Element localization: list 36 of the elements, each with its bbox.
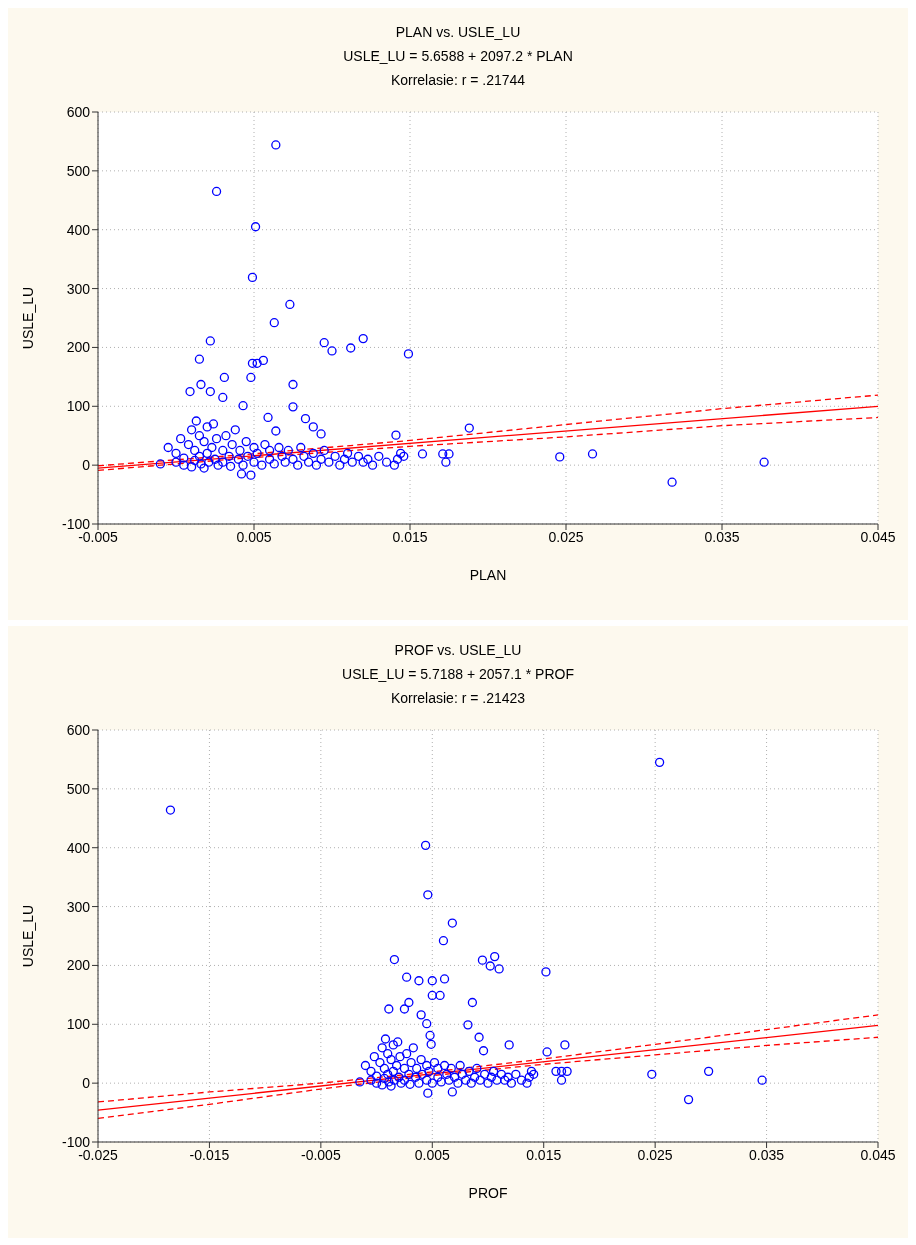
x-tick-label: 0.005 [236,528,272,545]
text: Korrelasie: r = .21423 [389,689,527,708]
x-tick-label: -0.005 [301,1146,341,1163]
chart-subtitle: USLE_LU = 5.6588 + 2097.2 * PLAN [342,47,574,66]
x-axis-title: PLAN [469,567,507,583]
y-tick-label: 600 [66,721,91,738]
y-axis-title: USLE_LU [19,286,36,350]
y-tick-label: 0 [82,1075,91,1092]
x-tick-label: 0.035 [704,528,740,545]
x-tick-label: 0.035 [749,1146,785,1163]
chart-title: PLAN vs. USLE_LU [394,23,522,42]
y-tick-label: 400 [66,221,91,238]
y-tick-label: 500 [66,780,91,797]
x-tick-label: -0.015 [189,1146,230,1163]
y-tick-label: 100 [66,398,91,415]
x-tick-label: 0.015 [392,528,428,545]
y-tick-label: 500 [66,162,91,179]
chart-subtitle: USLE_LU = 5.7188 + 2057.1 * PROF [341,665,575,684]
chart-title: PROF vs. USLE_LU [393,641,523,660]
y-tick-label: 300 [66,280,91,297]
x-tick-label: 0.045 [860,1146,896,1163]
text: Korrelasie: r = .21744 [389,71,527,90]
x-axis-title: PROF [468,1185,508,1201]
x-tick-label: 0.045 [860,528,896,545]
y-tick-label: 600 [66,103,91,120]
x-tick-label: 0.025 [548,528,584,545]
y-axis-title: USLE_LU [19,904,36,968]
x-tick-label: 0.025 [637,1146,673,1163]
x-tick-label: 0.015 [526,1146,562,1163]
x-tick-label: 0.005 [414,1146,451,1163]
y-tick-label: 100 [66,1016,91,1033]
y-tick-label: 300 [66,898,91,915]
y-tick-label: 0 [82,457,91,474]
y-tick-label: 400 [66,839,91,856]
y-tick-label: 200 [66,957,91,974]
y-tick-label: 200 [66,339,91,356]
